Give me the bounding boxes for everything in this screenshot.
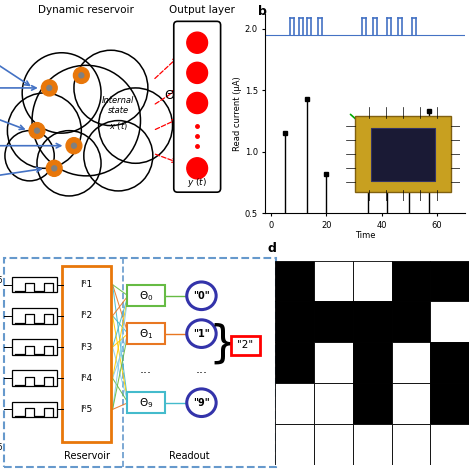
Bar [430,342,469,383]
Circle shape [99,88,173,163]
FancyBboxPatch shape [12,308,57,324]
Text: Readout: Readout [169,451,210,461]
Text: $\Theta_0$: $\Theta_0$ [138,289,153,303]
Circle shape [187,389,216,417]
Y-axis label: Read current (μA): Read current (μA) [233,76,242,151]
Circle shape [187,92,208,114]
Circle shape [47,85,52,91]
FancyBboxPatch shape [231,336,259,355]
Circle shape [187,62,208,83]
Bar [430,383,469,424]
Bar [275,342,314,383]
Bar [353,424,392,465]
Bar [275,301,314,342]
Text: ...: ... [140,363,152,376]
Bar [314,261,353,301]
Text: $\Theta$: $\Theta$ [164,89,175,102]
Bar [392,424,430,465]
Text: $y$ $(t)$: $y$ $(t)$ [187,176,207,189]
Circle shape [8,93,82,168]
Circle shape [37,131,101,196]
Bar [275,261,314,301]
FancyBboxPatch shape [62,266,111,442]
Bar [353,301,392,342]
Circle shape [73,67,89,83]
Text: $\Theta_1$: $\Theta_1$ [138,327,153,340]
Text: }: } [209,323,237,366]
X-axis label: Time: Time [355,231,375,240]
Circle shape [187,32,208,53]
FancyBboxPatch shape [174,21,220,192]
Text: "2": "2" [237,340,254,350]
Text: Iᴿ4: Iᴿ4 [81,374,92,383]
Text: "0": "0" [193,291,210,301]
Bar [314,424,353,465]
FancyBboxPatch shape [127,323,165,344]
Circle shape [72,143,76,148]
Bar [392,342,430,383]
Text: Dynamic reservoir: Dynamic reservoir [38,5,134,15]
Text: Iᴿ1: Iᴿ1 [81,280,92,289]
FancyBboxPatch shape [12,370,57,386]
Circle shape [187,282,216,310]
Text: Iᴿ3: Iᴿ3 [81,343,92,352]
FancyBboxPatch shape [12,277,57,292]
Circle shape [41,80,57,96]
Bar [430,301,469,342]
Bar [392,301,430,342]
FancyBboxPatch shape [12,401,57,417]
Text: 15: 15 [0,443,2,452]
FancyBboxPatch shape [127,392,165,413]
Text: Reservoir: Reservoir [64,451,109,461]
Text: Internal
state: Internal state [102,96,135,115]
Circle shape [79,73,84,78]
Circle shape [74,50,148,126]
Circle shape [35,128,39,133]
Circle shape [32,65,140,176]
Text: $\Theta_9$: $\Theta_9$ [138,396,153,410]
Circle shape [84,120,153,191]
FancyBboxPatch shape [127,285,165,306]
Text: "9": "9" [193,398,210,408]
Bar [353,261,392,301]
Circle shape [187,158,208,179]
Bar [430,424,469,465]
Text: 15: 15 [0,276,2,285]
Bar [430,261,469,301]
Circle shape [22,53,101,133]
Circle shape [66,137,82,154]
Text: Iᴿ2: Iᴿ2 [81,311,92,320]
Circle shape [52,166,57,171]
Bar [392,383,430,424]
Text: Iᴿ5: Iᴿ5 [81,405,92,414]
Bar [275,383,314,424]
Bar [353,342,392,383]
Circle shape [29,123,45,139]
Bar [275,424,314,465]
Text: "1": "1" [193,328,210,338]
Circle shape [5,131,54,181]
Circle shape [187,320,216,347]
FancyBboxPatch shape [371,128,435,181]
Bar [392,261,430,301]
Text: $x$ $(t)$: $x$ $(t)$ [109,119,128,132]
Circle shape [46,160,62,176]
Text: b: b [258,5,267,18]
Text: d: d [268,242,277,255]
Bar [353,383,392,424]
Bar [314,383,353,424]
Bar [314,342,353,383]
FancyBboxPatch shape [12,339,57,355]
FancyBboxPatch shape [355,116,451,192]
Bar [314,301,353,342]
Text: ...: ... [195,363,208,376]
Text: Output layer: Output layer [169,5,235,15]
